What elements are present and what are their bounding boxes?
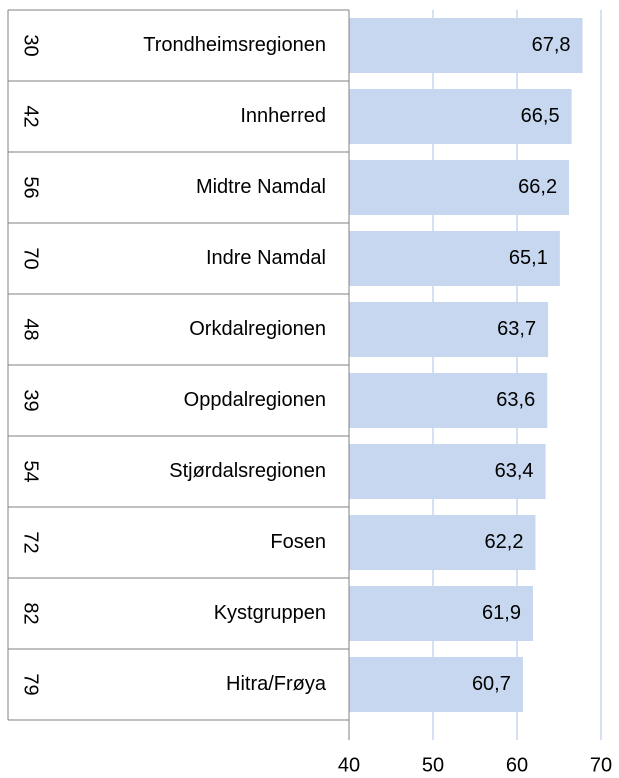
x-tick-label: 60 xyxy=(506,754,528,776)
bar xyxy=(349,18,583,73)
category-code: 79 xyxy=(20,673,42,695)
value-label: 63,6 xyxy=(496,389,535,411)
bar xyxy=(349,657,523,712)
category-label: Indre Namdal xyxy=(206,247,326,269)
bar xyxy=(349,302,549,357)
category-code: 39 xyxy=(20,389,42,411)
category-code: 54 xyxy=(20,460,42,482)
value-label: 66,5 xyxy=(521,105,560,127)
x-tick-label: 70 xyxy=(590,754,612,776)
value-label: 61,9 xyxy=(482,602,521,624)
category-label: Stjørdalsregionen xyxy=(169,460,326,482)
value-label: 60,7 xyxy=(472,673,511,695)
category-code: 48 xyxy=(20,318,42,340)
x-tick-label: 40 xyxy=(338,754,360,776)
bar xyxy=(349,586,533,641)
bar xyxy=(349,89,572,144)
category-code: 30 xyxy=(20,34,42,56)
value-label: 62,2 xyxy=(485,531,524,553)
bar xyxy=(349,373,548,428)
bar xyxy=(349,515,536,570)
x-tick-label: 50 xyxy=(422,754,444,776)
value-label: 63,7 xyxy=(497,318,536,340)
value-label: 63,4 xyxy=(495,460,534,482)
category-code: 72 xyxy=(20,531,42,553)
category-label: Hitra/Frøya xyxy=(226,673,327,695)
value-label: 65,1 xyxy=(509,247,548,269)
category-code: 56 xyxy=(20,176,42,198)
category-label: Fosen xyxy=(270,531,326,553)
category-label: Innherred xyxy=(240,105,326,127)
category-label: Oppdalregionen xyxy=(184,389,326,411)
category-label: Trondheimsregionen xyxy=(143,34,326,56)
category-label: Kystgruppen xyxy=(214,602,326,624)
category-label: Orkdalregionen xyxy=(189,318,326,340)
category-label: Midtre Namdal xyxy=(196,176,326,198)
category-code: 82 xyxy=(20,602,42,624)
category-code: 70 xyxy=(20,247,42,269)
category-code: 42 xyxy=(20,105,42,127)
value-label: 66,2 xyxy=(518,176,557,198)
bar xyxy=(349,444,546,499)
bar xyxy=(349,160,570,215)
value-label: 67,8 xyxy=(532,34,571,56)
bar xyxy=(349,231,560,286)
